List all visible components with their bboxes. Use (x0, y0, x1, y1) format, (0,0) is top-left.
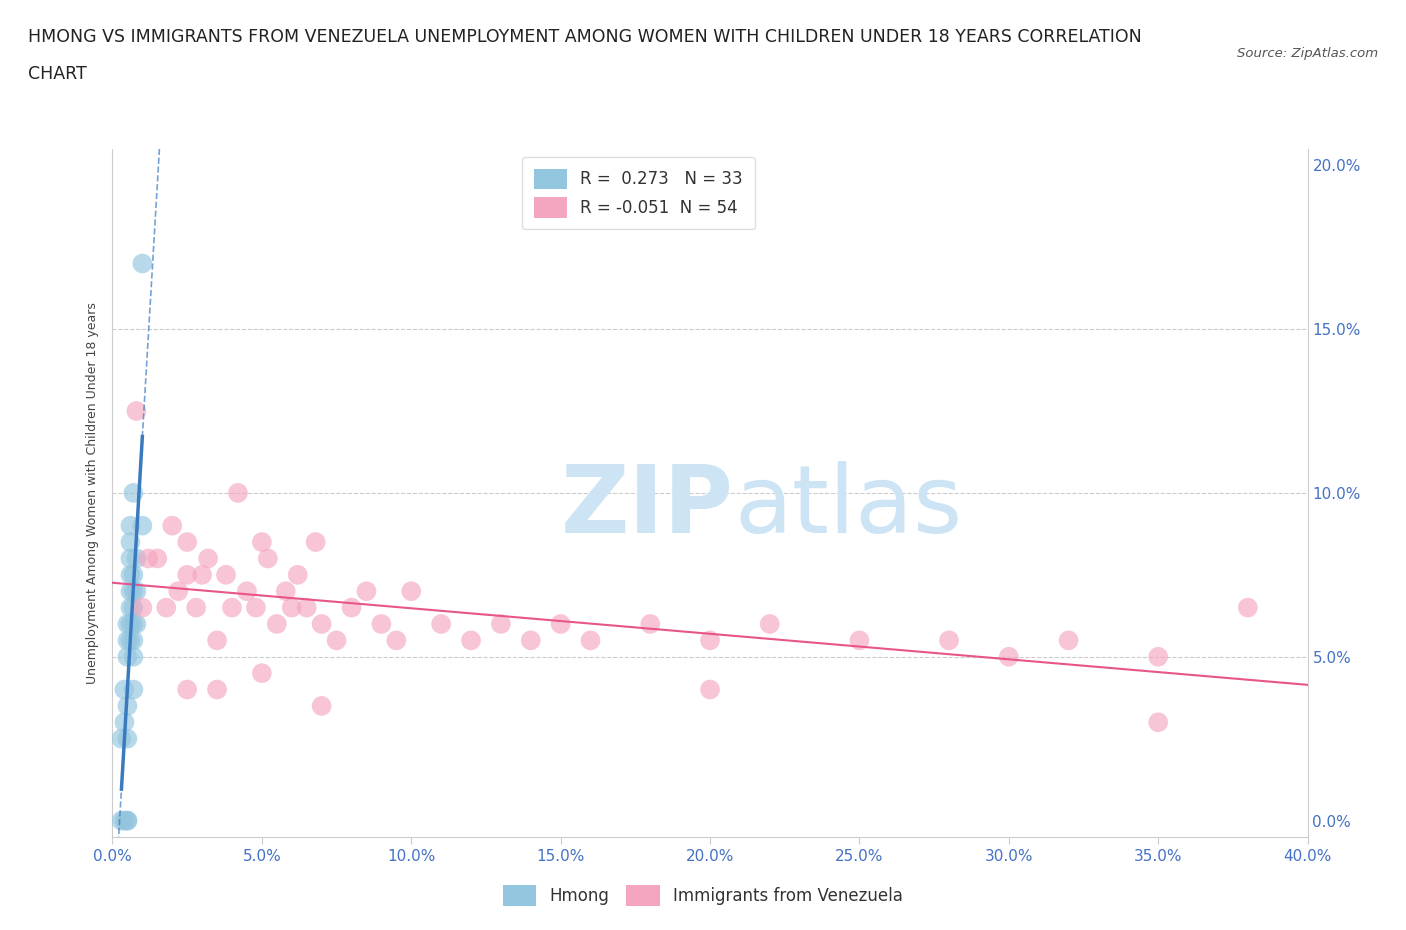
Point (117, 698, 139, 713)
Point (117, 813, 139, 828)
Point (274, 584, 297, 599)
Point (122, 633, 145, 648)
Point (266, 617, 288, 631)
Point (579, 633, 602, 648)
Text: CHART: CHART (28, 65, 87, 83)
Point (146, 551, 169, 565)
Point (998, 649, 1021, 664)
Point (938, 633, 960, 648)
Point (226, 485, 249, 500)
Point (122, 600, 145, 615)
Point (117, 649, 139, 664)
Point (125, 404, 148, 418)
Point (340, 600, 363, 615)
Point (295, 600, 318, 615)
Point (110, 731, 132, 746)
Point (114, 682, 135, 697)
Legend: R =  0.273   N = 33, R = -0.051  N = 54: R = 0.273 N = 33, R = -0.051 N = 54 (522, 157, 755, 230)
Point (197, 551, 219, 565)
Point (122, 617, 145, 631)
Point (1237, 600, 1260, 615)
Point (221, 600, 243, 615)
Point (120, 633, 142, 648)
Point (120, 617, 142, 631)
Point (114, 715, 135, 730)
Point (311, 698, 333, 713)
Point (1147, 715, 1170, 730)
Point (162, 518, 183, 533)
Point (191, 567, 214, 582)
Point (120, 518, 142, 533)
Point (699, 682, 721, 697)
Y-axis label: Unemployment Among Women with Children Under 18 years: Unemployment Among Women with Children U… (86, 302, 100, 684)
Point (122, 567, 145, 582)
Point (385, 633, 408, 648)
Point (250, 535, 273, 550)
Point (489, 617, 512, 631)
Point (122, 485, 145, 500)
Point (155, 600, 177, 615)
Point (125, 551, 148, 565)
Point (1057, 633, 1080, 648)
Text: ZIP: ZIP (561, 460, 734, 552)
Point (287, 567, 309, 582)
Point (131, 600, 153, 615)
Point (167, 584, 190, 599)
Point (176, 535, 198, 550)
Point (281, 600, 304, 615)
Point (176, 682, 198, 697)
Point (110, 813, 132, 828)
Point (120, 535, 142, 550)
Point (520, 633, 543, 648)
Point (122, 682, 145, 697)
Point (205, 633, 228, 648)
Point (325, 633, 347, 648)
Point (125, 584, 148, 599)
Point (401, 584, 423, 599)
Point (120, 600, 142, 615)
Point (125, 617, 148, 631)
Point (245, 600, 267, 615)
Point (131, 518, 153, 533)
Point (176, 567, 198, 582)
Point (848, 633, 870, 648)
Point (122, 584, 145, 599)
Point (250, 666, 273, 681)
Text: Source: ZipAtlas.com: Source: ZipAtlas.com (1237, 46, 1378, 60)
Point (370, 617, 392, 631)
Point (122, 649, 145, 664)
Point (186, 600, 208, 615)
Point (117, 813, 139, 828)
Point (138, 551, 160, 565)
Point (117, 617, 139, 631)
Point (215, 567, 238, 582)
Point (430, 617, 453, 631)
Point (356, 584, 378, 599)
Point (460, 633, 482, 648)
Point (236, 584, 259, 599)
Point (117, 633, 139, 648)
Point (304, 535, 326, 550)
Point (1147, 649, 1170, 664)
Legend: Hmong, Immigrants from Venezuela: Hmong, Immigrants from Venezuela (496, 879, 910, 912)
Point (699, 633, 721, 648)
Point (638, 617, 662, 631)
Point (759, 617, 782, 631)
Point (131, 256, 153, 271)
Text: HMONG VS IMMIGRANTS FROM VENEZUELA UNEMPLOYMENT AMONG WOMEN WITH CHILDREN UNDER : HMONG VS IMMIGRANTS FROM VENEZUELA UNEMP… (28, 28, 1142, 46)
Point (117, 731, 139, 746)
Point (114, 813, 135, 828)
Point (550, 617, 572, 631)
Point (120, 584, 142, 599)
Point (120, 567, 142, 582)
Point (311, 617, 333, 631)
Point (205, 682, 228, 697)
Point (120, 551, 142, 565)
Point (257, 551, 280, 565)
Text: atlas: atlas (734, 460, 962, 552)
